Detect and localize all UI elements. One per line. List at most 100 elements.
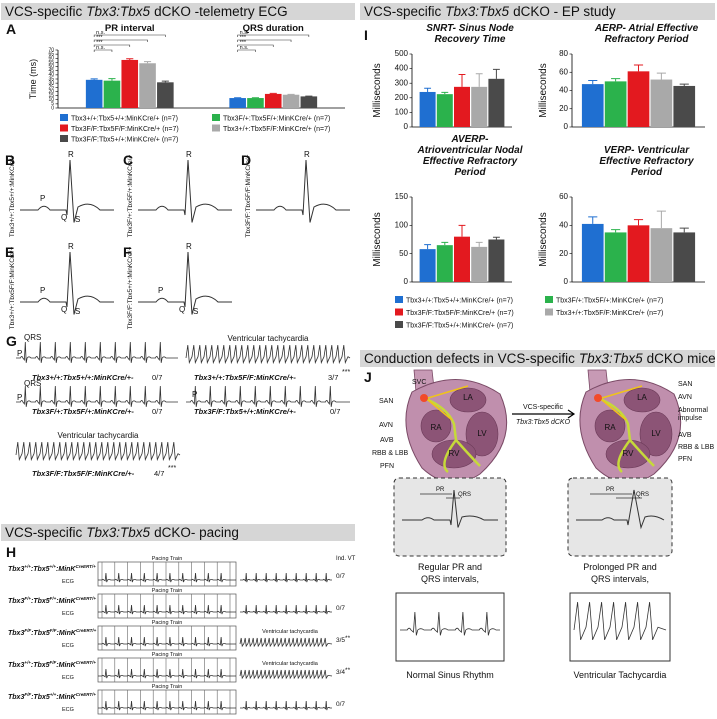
trace-label: ECG bbox=[62, 643, 74, 649]
count-label: 0/7 bbox=[336, 573, 345, 580]
ecg-trace bbox=[15, 441, 181, 462]
caption: QRS intervals, bbox=[591, 574, 649, 584]
trace-note: Ventricular tachycardia bbox=[228, 334, 309, 343]
genotype-label: Tbx3+/+:Tbx5F/F:MinKCreERT/+ bbox=[8, 660, 96, 669]
bar bbox=[650, 228, 673, 282]
legend-label: Tbx3F/F:Tbx5+/+:MinKCre/+ (n=7) bbox=[406, 323, 513, 330]
wave-label: P bbox=[40, 194, 45, 203]
ecg-beat bbox=[576, 489, 665, 530]
legend-swatch bbox=[545, 296, 553, 303]
y-tick-label: 40 bbox=[48, 72, 54, 78]
error-bar bbox=[441, 241, 449, 246]
y-tick-label: 300 bbox=[395, 78, 409, 87]
genotype-part: :Tbx5 bbox=[31, 694, 50, 701]
arrow-label: Tbx3:Tbx5 dCKO bbox=[516, 419, 571, 426]
interval-label: QRS bbox=[458, 492, 471, 498]
rhythm-label: Ventricular Tachycardia bbox=[574, 670, 667, 680]
header-title: VCS-specific Tbx3:Tbx5 dCKO- pacing bbox=[5, 525, 239, 540]
legend-label: Tbx3F/F:Tbx5+/+:MinKCre/+ (n=7) bbox=[71, 137, 178, 144]
genotype-label: Tbx3F/F:Tbx5F/F:MinKCre/+ bbox=[245, 154, 252, 237]
header-bar bbox=[1, 3, 355, 20]
y-tick-label: 20 bbox=[559, 104, 568, 113]
interval-bracket bbox=[420, 493, 460, 499]
legend-swatch bbox=[60, 135, 68, 142]
chart-title: Effective Refractory bbox=[423, 156, 518, 167]
bar bbox=[488, 78, 505, 127]
header-part: VCS-specific bbox=[5, 4, 83, 19]
bar bbox=[673, 232, 696, 282]
bar bbox=[419, 249, 436, 282]
node-dot bbox=[594, 394, 602, 402]
heart-label: RV bbox=[623, 449, 635, 458]
bar bbox=[454, 86, 470, 127]
y-tick-label: 20 bbox=[48, 89, 54, 95]
y-tick-label: 0 bbox=[564, 277, 569, 286]
header-bar bbox=[1, 524, 355, 541]
ecg-trace bbox=[16, 385, 178, 407]
genotype-part: CreERT/+ bbox=[76, 660, 97, 665]
count-label: 4/7 bbox=[154, 469, 164, 478]
heart-label: LA bbox=[463, 393, 473, 402]
trace-label: ECG bbox=[62, 611, 74, 617]
y-tick-label: 55 bbox=[48, 60, 54, 66]
panel-letter: F bbox=[123, 244, 132, 260]
legend-swatch bbox=[212, 114, 220, 121]
legend-label: Tbx3F/F:Tbx5F/F:MinKCre/+ (n=7) bbox=[406, 310, 514, 317]
ecg-trace bbox=[98, 700, 236, 711]
genotype-label: Tbx3+/+:Tbx5+/+:MinKCre/+- bbox=[32, 373, 134, 382]
chart-title: Period bbox=[631, 167, 663, 178]
heart-label: Abnormal bbox=[678, 407, 708, 414]
count-label: 3/5** bbox=[336, 635, 351, 644]
legend-swatch bbox=[60, 124, 68, 132]
error-bar bbox=[458, 73, 466, 87]
count-label: 0/7 bbox=[336, 605, 345, 612]
y-tick-label: 60 bbox=[559, 67, 568, 76]
error-bar bbox=[492, 236, 500, 240]
trace-note: Ventricular tachycardia bbox=[262, 629, 319, 635]
genotype-label: Tbx3F/+:Tbx5F/+:MinKCre/+- bbox=[32, 407, 134, 416]
bar bbox=[581, 223, 604, 282]
significance-bracket bbox=[93, 39, 148, 42]
significance-label: n.s. bbox=[96, 45, 105, 51]
y-tick-label: 40 bbox=[559, 86, 568, 95]
wave-label: R bbox=[186, 242, 192, 251]
genotype-part: Tbx3 bbox=[8, 598, 24, 605]
rhythm-label: Normal Sinus Rhythm bbox=[406, 670, 494, 680]
count-label: 3/4** bbox=[336, 667, 351, 676]
genotype-label: Tbx3F/F:Tbx5+/+:MinKCreERT/+ bbox=[8, 692, 96, 701]
error-bar bbox=[458, 224, 466, 237]
y-tick-label: 15 bbox=[48, 93, 54, 99]
error-bar bbox=[492, 68, 500, 79]
header-part: VCS-specific bbox=[5, 525, 83, 540]
error-bar bbox=[679, 227, 689, 233]
y-tick-label: 100 bbox=[395, 108, 409, 117]
ecg-trace bbox=[400, 611, 500, 636]
column-label: Ind. VT bbox=[336, 556, 356, 562]
y-tick-label: 100 bbox=[395, 220, 409, 229]
significance-label: n.s. bbox=[96, 30, 105, 36]
significance-label: *** bbox=[240, 35, 247, 41]
bar bbox=[282, 94, 300, 108]
ecg-trace bbox=[185, 344, 351, 365]
chart-title: Atrioventricular Nodal bbox=[416, 145, 522, 156]
trace-label: ECG bbox=[62, 579, 74, 585]
bar bbox=[247, 98, 264, 108]
y-axis-label: Milliseconds bbox=[372, 212, 383, 266]
bar bbox=[471, 86, 488, 127]
ecg-box bbox=[393, 477, 507, 557]
legend-label: Tbx3F/+:Tbx5F/+:MinKCre/+ (n=7) bbox=[556, 298, 663, 305]
genotype-part: F/+ bbox=[24, 596, 31, 601]
wave-label: R bbox=[186, 150, 192, 159]
legend-swatch bbox=[395, 308, 403, 316]
error-bar bbox=[143, 61, 152, 64]
header-part: Tbx3:Tbx5 bbox=[445, 4, 509, 19]
wave-label: R bbox=[304, 150, 310, 159]
genotype-part: :Tbx5 bbox=[31, 630, 50, 637]
bar bbox=[264, 93, 282, 108]
bar bbox=[604, 81, 627, 127]
wave-label: R bbox=[68, 242, 74, 251]
heart-chamber bbox=[605, 439, 651, 469]
wave-label: QRS bbox=[24, 379, 41, 388]
category-label: PR interval bbox=[105, 23, 155, 34]
heart-chamber bbox=[431, 439, 477, 469]
